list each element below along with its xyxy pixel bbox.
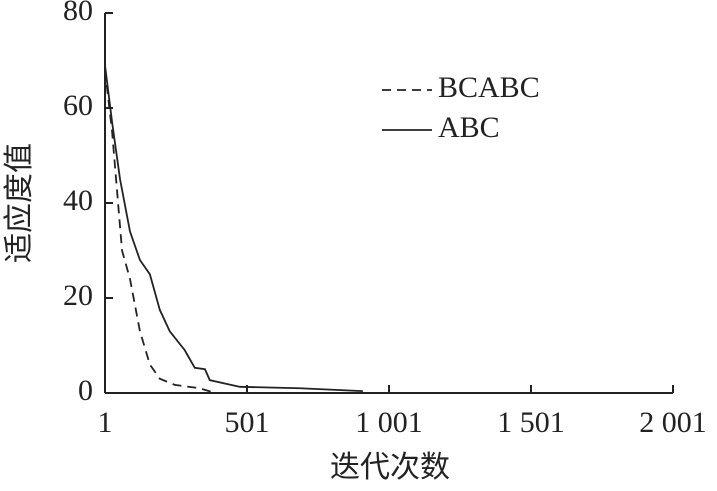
x-axis-label: 迭代次数: [330, 451, 450, 484]
x-tick-label: 1 001: [355, 406, 423, 439]
x-tick-label: 1 501: [497, 406, 565, 439]
y-tick-label: 40: [63, 184, 93, 217]
y-axis-label: 适应度值: [3, 143, 36, 263]
series-line: [104, 69, 216, 394]
x-tick-label: 2 001: [639, 406, 707, 439]
y-tick-label: 20: [63, 279, 93, 312]
y-tick-label: 0: [78, 374, 93, 407]
y-tick-label: 60: [63, 89, 93, 122]
y-tick-label: 80: [63, 0, 93, 27]
series-line: [104, 65, 363, 392]
x-tick-label: 501: [225, 406, 270, 439]
x-tick-label: 1: [98, 406, 113, 439]
legend-label: BCABC: [438, 71, 540, 104]
legend-label: ABC: [438, 111, 500, 144]
